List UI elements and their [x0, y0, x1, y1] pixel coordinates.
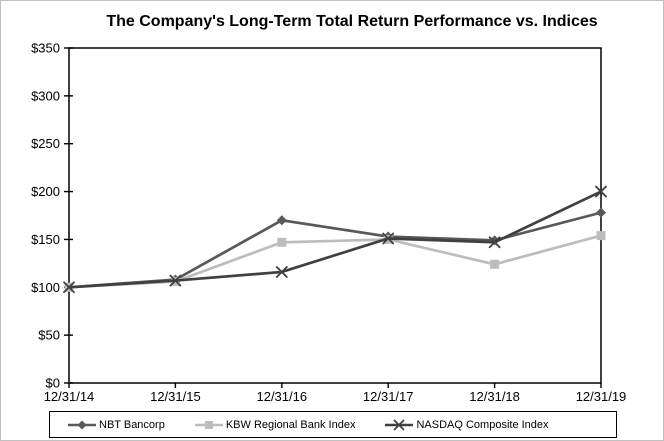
y-axis: $0 $50 $100 $150 $200 $250 $300 $350 [31, 41, 73, 391]
diamond-marker-icon [596, 207, 606, 218]
x-tick-label: 12/31/19 [576, 389, 627, 404]
legend-label: NBT Bancorp [99, 418, 165, 431]
chart-title: The Company's Long-Term Total Return Per… [106, 13, 598, 30]
square-marker-icon [277, 237, 287, 247]
x-marker-icon [275, 266, 288, 278]
x-tick-label: 12/31/18 [469, 389, 520, 404]
x-marker-icon [382, 232, 395, 245]
x-marker-icon [595, 185, 607, 198]
legend-label: KBW Regional Bank Index [225, 418, 356, 431]
x-tick-label: 12/31/17 [363, 389, 414, 404]
legend-marker-icon [194, 420, 223, 429]
legend-item-nasdaq-composite-index: NASDAQ Composite Index [385, 418, 549, 431]
square-marker-icon [204, 420, 213, 429]
diamond-marker-icon [77, 420, 87, 429]
x-tick-label: 12/31/16 [256, 389, 307, 404]
x-marker-icon [394, 419, 405, 430]
x-marker-icon [488, 236, 501, 249]
y-tick-label: $0 [46, 376, 60, 391]
square-marker-icon [596, 231, 606, 241]
legend-marker-icon [385, 419, 414, 430]
y-tick-label: $250 [31, 136, 60, 151]
legend-marker-icon [68, 420, 96, 429]
legend-item-nbt-bancorp: NBT Bancorp [68, 419, 165, 431]
legend-item-kbw-regional-bank-index: KBW Regional Bank Index [194, 418, 356, 431]
legend-label: NASDAQ Composite Index [416, 418, 549, 431]
x-tick-label: 12/31/15 [150, 389, 201, 404]
y-tick-label: $50 [38, 328, 60, 343]
x-marker-icon [169, 274, 182, 287]
square-marker-icon [490, 259, 500, 269]
diamond-marker-icon [276, 215, 287, 226]
legend: NBT Bancorp KBW Regional Bank Index NASDAQ… [49, 411, 617, 438]
x-marker-icon [63, 281, 75, 294]
series-line [68, 190, 602, 289]
y-tick-label: $300 [31, 88, 60, 103]
y-tick-label: $350 [31, 41, 60, 56]
plot-frame [68, 47, 602, 384]
y-tick-label: $150 [31, 232, 60, 247]
series-nasdaq-composite-index [63, 185, 607, 294]
y-tick-label: $200 [31, 184, 60, 199]
x-tick-label: 12/31/14 [44, 389, 95, 404]
y-tick-label: $100 [31, 280, 60, 295]
x-axis: 12/31/14 12/31/15 12/31/16 12/31/17 12/31/18… [44, 383, 627, 404]
